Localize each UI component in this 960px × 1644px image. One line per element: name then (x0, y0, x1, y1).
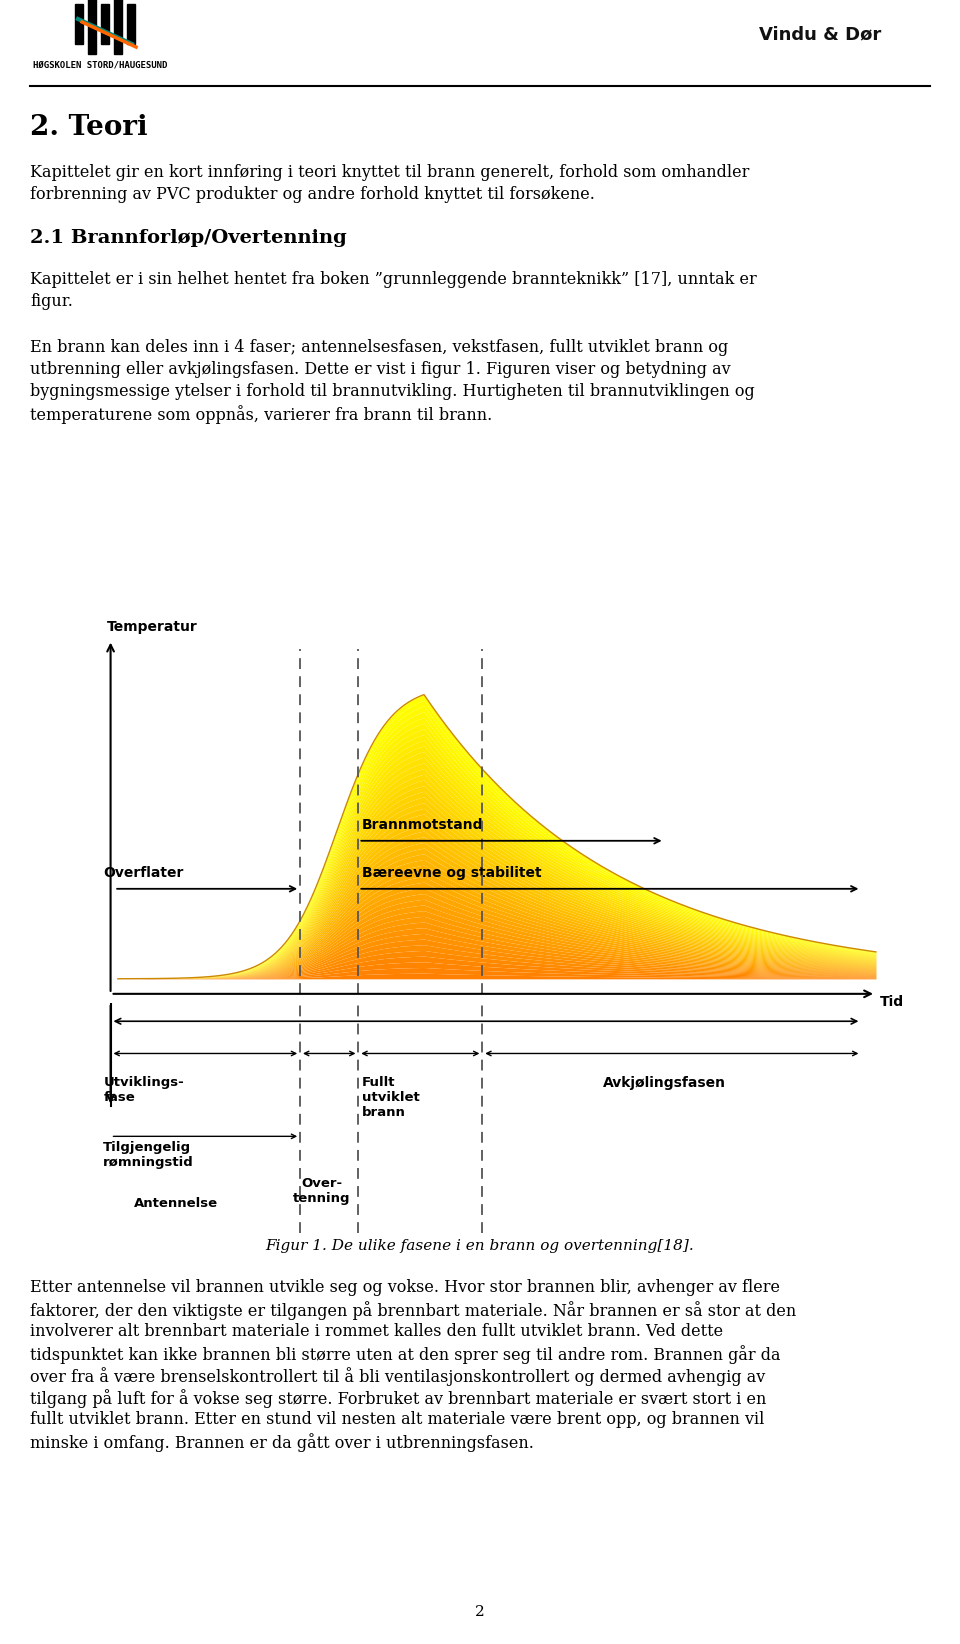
Bar (114, 0, 122, 54)
Text: Brannmotstand: Brannmotstand (362, 817, 484, 832)
Bar (127, 3, 135, 44)
Text: HØGSKOLEN STORD/HAUGESUND: HØGSKOLEN STORD/HAUGESUND (33, 61, 167, 71)
Text: Utviklings-
fase: Utviklings- fase (104, 1077, 184, 1105)
Text: involverer alt brennbart materiale i rommet kalles den fullt utviklet brann. Ved: involverer alt brennbart materiale i rom… (30, 1323, 723, 1340)
Text: Antennelse: Antennelse (134, 1197, 218, 1210)
Text: Bæreevne og stabilitet: Bæreevne og stabilitet (362, 866, 541, 880)
Text: temperaturene som oppnås, varierer fra brann til brann.: temperaturene som oppnås, varierer fra b… (30, 404, 492, 424)
Text: Over-
tenning: Over- tenning (293, 1177, 350, 1205)
Text: Kapittelet er i sin helhet hentet fra boken ”grunnleggende brannteknikk” [17], u: Kapittelet er i sin helhet hentet fra bo… (30, 271, 756, 288)
Text: Vindu & Dør: Vindu & Dør (758, 25, 881, 43)
Text: Kapittelet gir en kort innføring i teori knyttet til brann generelt, forhold som: Kapittelet gir en kort innføring i teori… (30, 164, 750, 181)
Text: faktorer, der den viktigste er tilgangen på brennbart materiale. Når brannen er : faktorer, der den viktigste er tilgangen… (30, 1300, 796, 1320)
Bar (75, 3, 83, 44)
Bar (88, 0, 96, 54)
Text: Avkjølingsfasen: Avkjølingsfasen (603, 1077, 726, 1090)
Text: 2.1 Brannforløp/Overtenning: 2.1 Brannforløp/Overtenning (30, 229, 347, 247)
Text: Fullt
utviklet
brann: Fullt utviklet brann (362, 1077, 420, 1120)
Text: Overflater: Overflater (104, 866, 183, 880)
Text: fullt utviklet brann. Etter en stund vil nesten alt materiale være brent opp, og: fullt utviklet brann. Etter en stund vil… (30, 1411, 764, 1429)
Text: over fra å være brenselskontrollert til å bli ventilasjonskontrollert og dermed : over fra å være brenselskontrollert til … (30, 1368, 765, 1386)
Text: 2. Teori: 2. Teori (30, 113, 148, 141)
Text: Etter antennelse vil brannen utvikle seg og vokse. Hvor stor brannen blir, avhen: Etter antennelse vil brannen utvikle seg… (30, 1279, 780, 1295)
Text: utbrenning eller avkjølingsfasen. Dette er vist i figur 1. Figuren viser og bety: utbrenning eller avkjølingsfasen. Dette … (30, 362, 731, 378)
Text: bygningsmessige ytelser i forhold til brannutvikling. Hurtigheten til brannutvik: bygningsmessige ytelser i forhold til br… (30, 383, 755, 399)
Text: minske i omfang. Brannen er da gått over i utbrenningsfasen.: minske i omfang. Brannen er da gått over… (30, 1434, 534, 1452)
Text: tilgang på luft for å vokse seg større. Forbruket av brennbart materiale er svær: tilgang på luft for å vokse seg større. … (30, 1389, 766, 1407)
Text: figur.: figur. (30, 293, 73, 311)
Text: Tid: Tid (879, 995, 903, 1009)
Text: 2: 2 (475, 1605, 485, 1619)
Bar (101, 3, 109, 44)
Text: Figur 1. De ulike fasene i en brann og overtenning[18].: Figur 1. De ulike fasene i en brann og o… (266, 1240, 694, 1253)
Text: forbrenning av PVC produkter og andre forhold knyttet til forsøkene.: forbrenning av PVC produkter og andre fo… (30, 186, 595, 202)
Text: Tilgjengelig
rømningstid: Tilgjengelig rømningstid (104, 1141, 194, 1169)
Text: En brann kan deles inn i 4 faser; antennelsesfasen, vekstfasen, fullt utviklet b: En brann kan deles inn i 4 faser; antenn… (30, 339, 729, 357)
Text: Temperatur: Temperatur (107, 620, 198, 633)
Text: tidspunktet kan ikke brannen bli større uten at den sprer seg til andre rom. Bra: tidspunktet kan ikke brannen bli større … (30, 1345, 780, 1365)
